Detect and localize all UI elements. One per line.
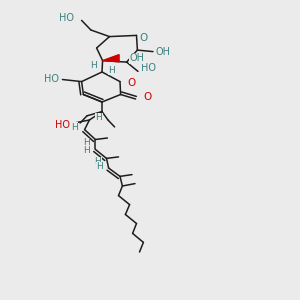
Text: H: H xyxy=(90,61,97,70)
Text: HO: HO xyxy=(141,63,156,74)
Text: H: H xyxy=(71,123,78,132)
Text: H: H xyxy=(82,138,89,147)
Text: O: O xyxy=(143,92,152,103)
Text: H: H xyxy=(94,158,101,166)
Text: HO: HO xyxy=(44,74,59,84)
Text: O: O xyxy=(128,78,136,88)
Text: H: H xyxy=(95,113,102,122)
Text: H: H xyxy=(109,66,116,75)
Text: HO: HO xyxy=(59,13,74,23)
Polygon shape xyxy=(103,55,119,62)
Text: HO: HO xyxy=(55,120,70,130)
Text: O: O xyxy=(140,33,148,43)
Text: H: H xyxy=(97,162,103,171)
Text: OH: OH xyxy=(156,46,171,57)
Text: OH: OH xyxy=(130,53,145,63)
Text: H: H xyxy=(82,146,89,155)
